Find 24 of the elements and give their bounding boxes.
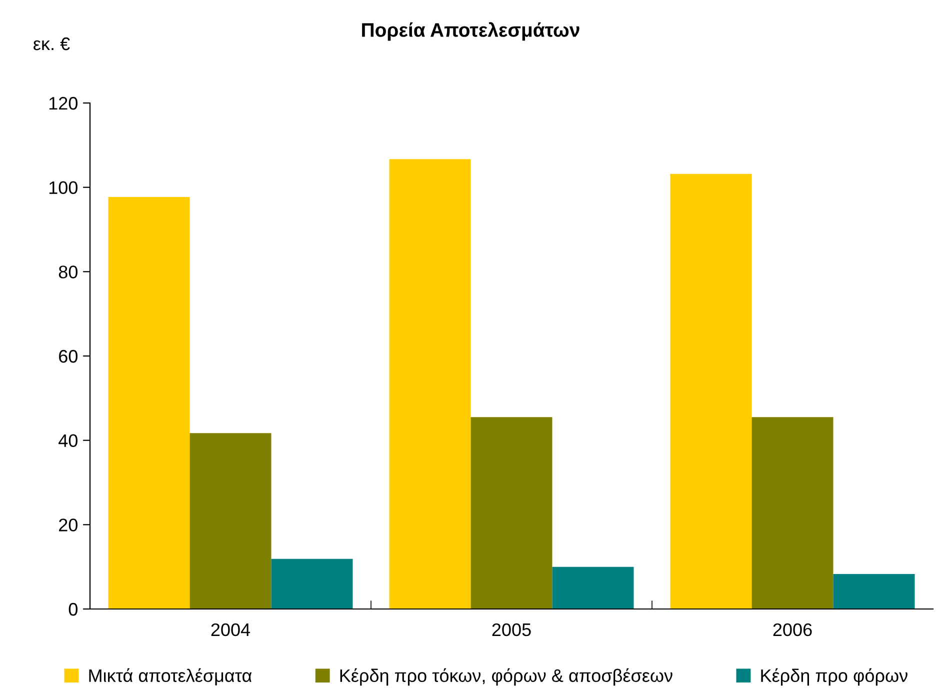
x-tick-label: 2006 bbox=[773, 623, 812, 636]
y-tick-label: 80 bbox=[58, 266, 78, 278]
y-tick-label: 0 bbox=[68, 602, 78, 616]
bar bbox=[470, 417, 552, 609]
legend-label: Κέρδη προ τόκων, φόρων & αποσβέσεων bbox=[340, 668, 672, 686]
y-tick-label: 120 bbox=[49, 96, 78, 110]
bar bbox=[108, 197, 190, 609]
bar bbox=[670, 174, 752, 609]
bar bbox=[752, 417, 834, 609]
bar bbox=[271, 558, 353, 609]
y-axis-title: εκ. € bbox=[34, 37, 70, 50]
y-tick-label: 100 bbox=[49, 181, 78, 194]
bar bbox=[833, 574, 915, 609]
y-tick-label: 40 bbox=[58, 434, 78, 448]
bar bbox=[190, 433, 272, 609]
x-tick-label: 2005 bbox=[492, 623, 531, 636]
bar bbox=[389, 159, 471, 609]
bar bbox=[552, 566, 634, 609]
y-tick-label: 60 bbox=[59, 350, 78, 363]
y-tick-label: 20 bbox=[59, 518, 78, 532]
legend-label: Μικτά αποτελέσματα bbox=[89, 668, 252, 686]
legend-label: Κέρδη προ φόρων bbox=[761, 668, 908, 686]
chart-title: Πορεία Αποτελεσμάτων bbox=[362, 22, 580, 41]
x-tick-label: 2004 bbox=[211, 623, 250, 636]
